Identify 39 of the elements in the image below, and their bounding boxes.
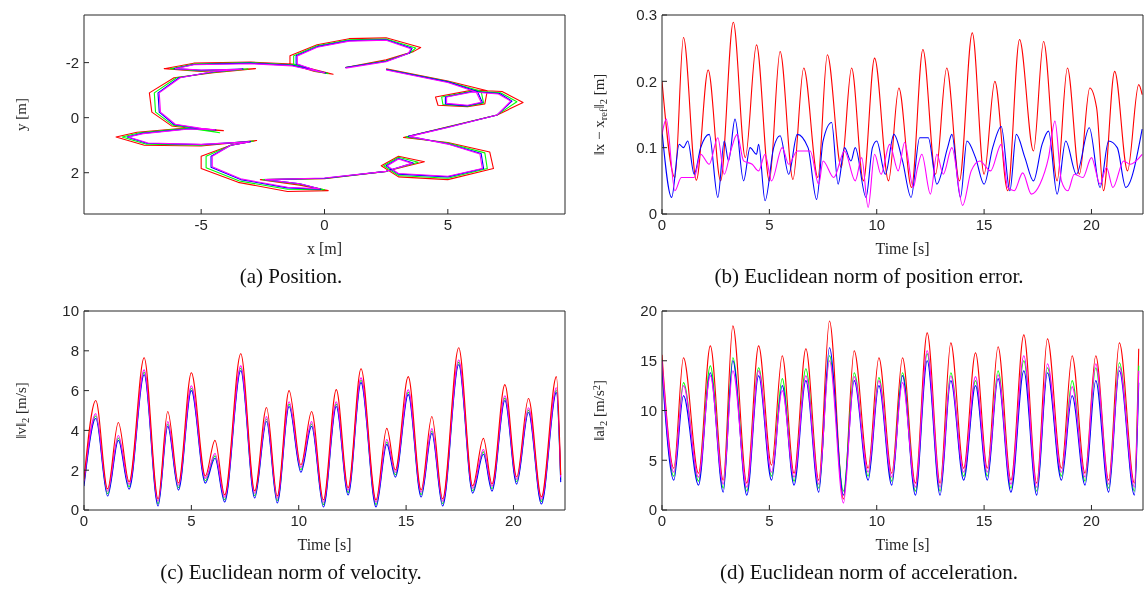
x-tick-label: 5 [765, 215, 774, 233]
x-tick-label: -5 [194, 215, 208, 233]
y-tick-label: 10 [640, 401, 657, 419]
y-tick-label: 6 [70, 381, 79, 399]
x-tick-label: 10 [868, 511, 886, 529]
y-tick-label: 2 [70, 164, 79, 182]
x-axis-title: Time [s] [875, 536, 930, 553]
text: (b) Euclidean norm of position error. [713, 264, 1025, 289]
x-axis-title: x [m] [306, 240, 343, 257]
y-tick-label: 0 [70, 108, 79, 126]
y-tick-label: 0.2 [636, 72, 657, 90]
x-tick-label: 15 [975, 215, 993, 233]
x-tick-label: 20 [505, 511, 522, 529]
y-tick-label: 20 [640, 302, 657, 320]
y-tick-label: 5 [648, 451, 657, 469]
y-tick-label: 4 [70, 421, 79, 439]
y-tick-label: 0.3 [636, 6, 657, 24]
text: (c) Euclidean norm of velocity. [159, 560, 423, 585]
x-tick-label: 0 [320, 215, 329, 233]
x-tick-label: 15 [975, 511, 993, 529]
x-axis-title: Time [s] [297, 536, 352, 553]
y-tick-label: 2 [70, 461, 79, 479]
x-tick-label: 20 [1083, 511, 1100, 529]
y-tick-label: -2 [65, 53, 79, 71]
y-tick-label: 10 [62, 302, 79, 320]
text: (d) Euclidean norm of acceleration. [719, 560, 1019, 585]
x-tick-label: 20 [1083, 215, 1100, 233]
x-tick-label: 5 [187, 511, 196, 529]
x-tick-label: 15 [397, 511, 415, 529]
x-tick-label: 5 [443, 215, 453, 233]
y-tick-label: 0.1 [636, 138, 657, 156]
x-tick-label: 10 [290, 511, 308, 529]
x-tick-label: 10 [868, 215, 886, 233]
y-tick-label: 8 [70, 342, 79, 360]
x-tick-label: 5 [765, 511, 774, 529]
y-tick-label: 15 [640, 352, 657, 370]
y-axis-title: y [m] [13, 98, 29, 131]
x-axis-title: Time [s] [875, 240, 930, 257]
text: (a) Position. [238, 264, 344, 289]
